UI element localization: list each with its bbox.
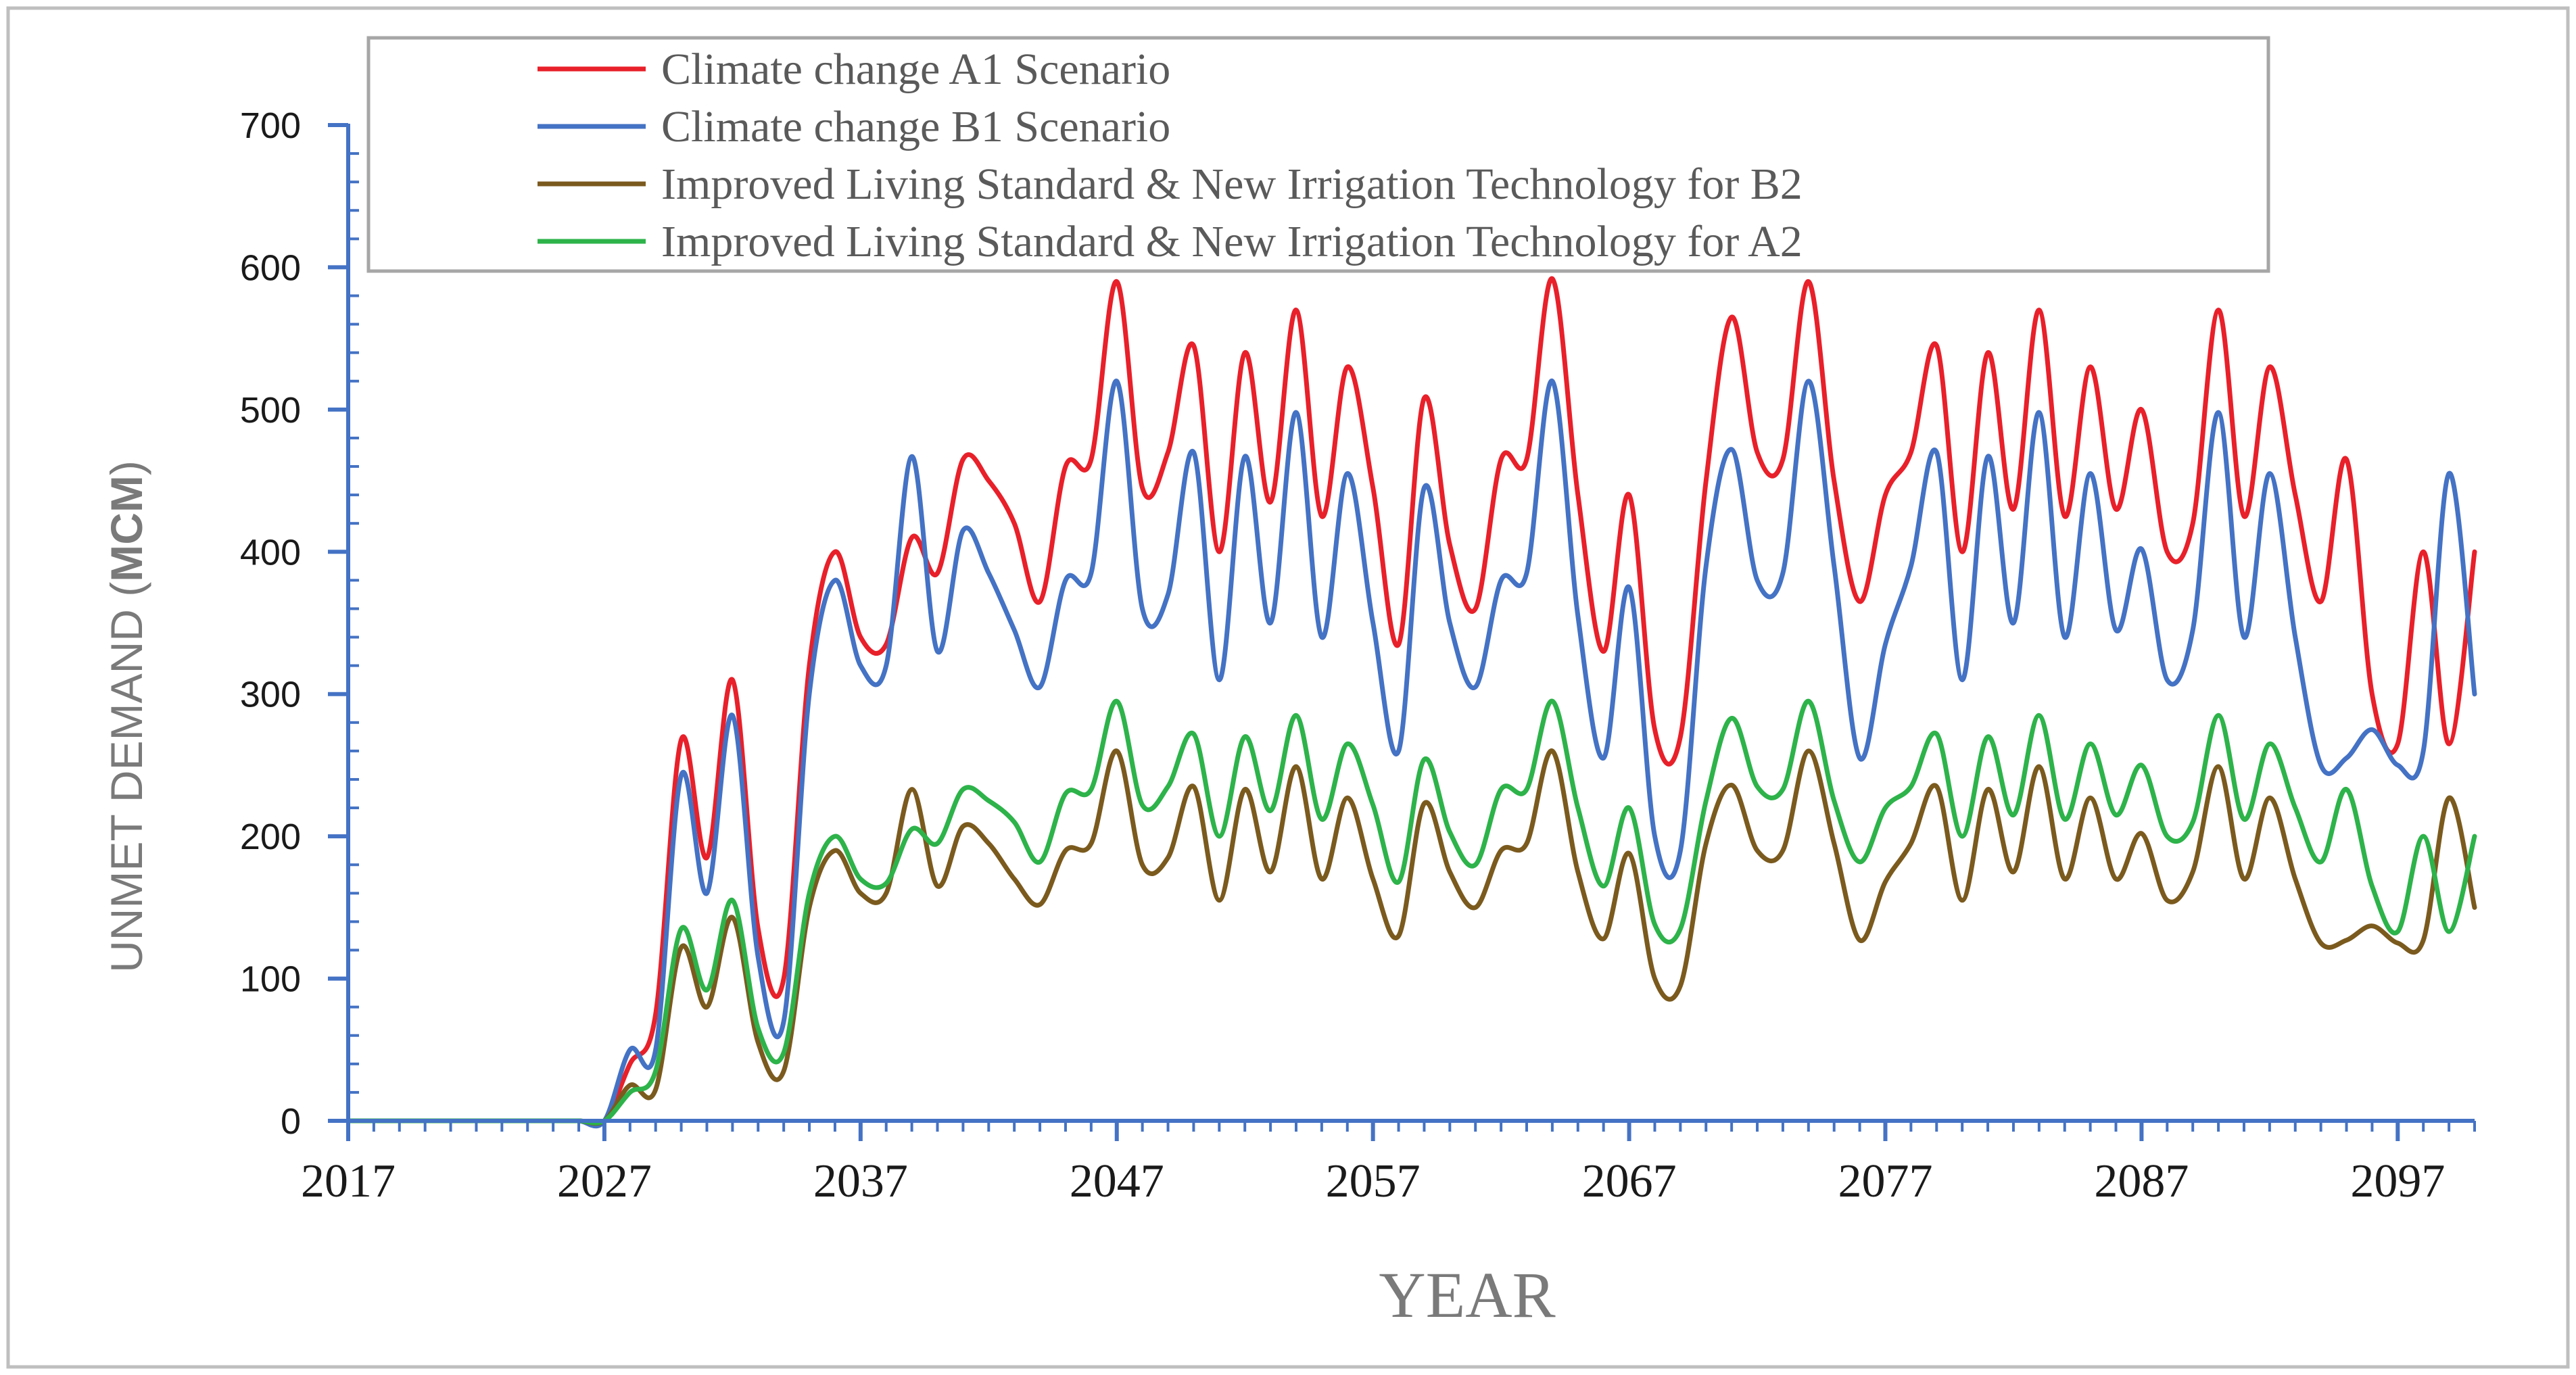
y-tick-label: 200: [240, 817, 301, 857]
x-axis-title: YEAR: [1379, 1259, 1555, 1331]
x-tick-label: 2057: [1326, 1155, 1421, 1207]
series-line-2: [345, 379, 2477, 1129]
legend: Climate change A1 Scenario Climate change…: [366, 36, 2270, 273]
axes-group: [328, 123, 2476, 1141]
x-tick-label: 2067: [1582, 1155, 1677, 1207]
y-tick-label: 600: [240, 247, 301, 288]
y-axis-title-prefix: UNMET DEMAND (: [101, 582, 151, 973]
legend-items: Climate change A1 Scenario Climate change…: [538, 45, 1803, 266]
x-tick-label: 2047: [1070, 1155, 1164, 1207]
y-tick-label: 700: [240, 105, 301, 146]
legend-label: Improved Living Standard & New Irrigatio…: [661, 217, 1803, 266]
series-line-3: [345, 748, 2477, 1126]
y-tick-label: 400: [240, 532, 301, 573]
y-tick-label: 300: [240, 675, 301, 715]
legend-box: [366, 36, 2270, 273]
x-tick-label: 2037: [813, 1155, 908, 1207]
y-axis-title-suffix: ): [101, 460, 151, 475]
series-line-4: [345, 698, 2477, 1126]
y-tick-label: 0: [281, 1101, 301, 1142]
plot-series-group: [345, 276, 2477, 1129]
y-axis-title: UNMET DEMAND (MCM): [101, 460, 151, 973]
x-tick-label: 2027: [557, 1155, 652, 1207]
y-tick-label: 100: [240, 959, 301, 1000]
legend-label: Improved Living Standard & New Irrigatio…: [661, 160, 1803, 209]
x-tick-label: 2087: [2094, 1155, 2189, 1207]
x-tick-label: 2097: [2350, 1155, 2445, 1207]
legend-entry: Climate change A1 Scenario: [538, 45, 1170, 94]
x-tick-label: 2017: [301, 1155, 396, 1207]
y-tick-label: 500: [240, 390, 301, 431]
legend-label: Climate change A1 Scenario: [661, 45, 1170, 94]
series-line-1: [345, 276, 2477, 1128]
legend-label: Climate change B1 Scenario: [661, 102, 1170, 151]
legend-entry: Improved Living Standard & New Irrigatio…: [538, 217, 1803, 266]
legend-entry: Climate change B1 Scenario: [538, 102, 1170, 151]
x-tick-label: 2077: [1838, 1155, 1932, 1207]
legend-entry: Improved Living Standard & New Irrigatio…: [538, 160, 1803, 209]
y-axis-title-unit: MCM: [101, 475, 151, 582]
tick-labels-group: 0 100 200 300 400 500 600 700 2017 2027 2037 2047 20…: [240, 105, 2445, 1207]
